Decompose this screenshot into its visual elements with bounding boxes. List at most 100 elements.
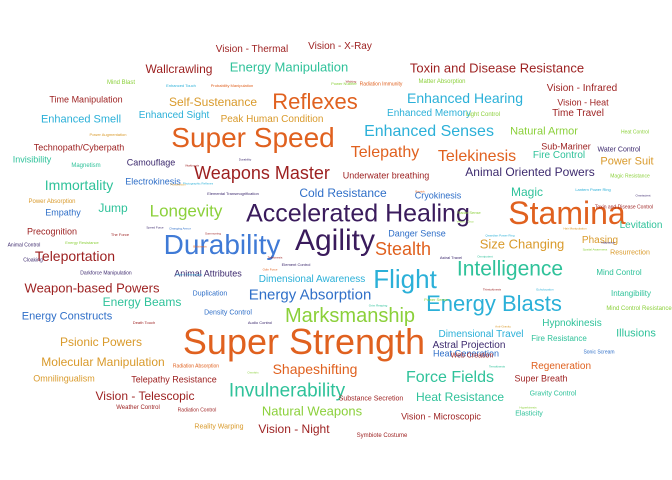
cloud-word: The Force [110,232,130,237]
cloud-word: Reality Warping [194,423,244,431]
cloud-word: Stamina [508,195,626,231]
cloud-word: Peak Human Condition [220,114,324,125]
cloud-word: Magic Resistance [610,173,650,180]
cloud-word: Omnilingualism [33,373,95,384]
cloud-word: Psionic Powers [59,335,143,349]
cloud-word: Radiation Absorption [172,363,220,370]
cloud-word: Power Augmentation [89,132,127,137]
cloud-word: Toxin and Disease Control [594,204,654,211]
cloud-word: Substance Secretion [338,395,404,403]
cloud-word: Natural Weapons [261,403,363,419]
cloud-word: Invulnerability [228,380,346,402]
cloud-word: Vision - Heat [557,97,609,108]
cloud-word: Energy Blasts [426,291,562,316]
cloud-word: Density Control [204,309,252,317]
cloud-word: Grim Reaping [368,303,388,308]
cloud-word: Darkforce Manipulation [80,270,132,277]
cloud-word: Light Control [465,112,501,118]
cloud-word: Astral Projection [432,340,506,351]
cloud-word: Levitation [619,220,663,231]
cloud-word: Agility [294,224,376,257]
cloud-word: Invisibility [12,154,52,165]
cloud-word: Natural Armor [510,125,578,138]
cloud-word: Elemental Transmogrification [207,191,259,196]
cloud-word: Astral Travel [439,255,463,260]
cloud-word: Power Nullifier [331,81,357,86]
cloud-word: Vision - Telescopic [95,389,195,403]
cloud-word: Vision - X-Ray [308,41,372,52]
cloud-word: Animal Oriented Powers [465,165,595,179]
cloud-word: Hair Manipulation [563,226,587,231]
cloud-word: Adaptation [600,240,616,245]
cloud-word: Banish [415,189,425,194]
cloud-word: Spatial Awareness [582,247,608,252]
cloud-word: Wishing [345,79,357,84]
cloud-word: Energy Beams [102,295,182,309]
cloud-word: Odin Force [262,267,278,272]
cloud-word: Teleportation [34,248,116,264]
cloud-word: Super Breath [514,373,568,384]
cloud-word: Sonic Scream [583,349,615,356]
cloud-word: Resurrection [610,249,650,257]
cloud-word: Energy Absorption [248,286,372,304]
cloud-word: Telekinesis [267,255,283,260]
cloud-word: Fire Resistance [531,334,587,343]
cloud-word: Enhanced Memory [387,108,471,119]
cloud-word: Magnetism [71,163,101,169]
cloud-word: Dimensional Travel [438,329,524,340]
cloud-word: Electrokinesis [125,176,181,187]
cloud-word: Power Absorption [28,199,76,205]
cloud-word: Durability [163,229,281,260]
cloud-word: Sub-Mariner [541,141,591,152]
cloud-word: Molecular Manipulation [41,355,165,369]
cloud-word: Enhanced Sight [138,110,210,121]
cloud-word: Thirstokinesis [482,287,502,292]
cloud-word: Telekinesis [437,148,517,165]
cloud-word: Vision - Infrared [546,83,618,94]
cloud-word: Size Changing [479,236,565,252]
cloud-word: Power Sense [424,297,448,302]
cloud-word: Echolocation [536,287,554,292]
cloud-word: Matter Absorption [418,79,466,85]
cloud-word: Jump [98,201,128,215]
cloud-word: Mind Control [596,268,642,277]
cloud-word: Durability [238,157,252,162]
cloud-word: Cryokinesis [414,190,462,201]
cloud-word: Radar Sense [457,210,481,215]
cloud-word: Anti-Gravity [495,324,511,329]
cloud-word: Fire Control [532,150,586,161]
cloud-word: Speed Force [146,225,164,230]
cloud-word: Hyperkinesis [519,405,537,410]
cloud-word: Super Speed [171,122,335,153]
cloud-word: Radiation Immunity [359,81,403,88]
cloud-word: Omnipotent [477,254,493,259]
cloud-word: Time Travel [552,108,604,119]
cloud-word: Time Manipulation [49,94,123,105]
cloud-word: Vitakinesis [184,163,200,168]
cloud-word: Vision - Cryo [456,219,474,224]
cloud-word: Animal Attributes [174,268,242,279]
cloud-word: Probability Manipulation [210,83,254,88]
cloud-word: Summoning [204,231,222,236]
cloud-word: Flight [373,264,437,294]
cloud-word: Terrakinesis [488,364,506,369]
cloud-word: Underwater breathing [342,170,430,181]
cloud-word: Accelerated Healing [246,199,470,228]
cloud-word: Energy Constructs [21,310,113,323]
cloud-word: Vision - Microscopic [175,272,203,277]
cloud-word: Elasticity [515,410,543,418]
cloud-word: Vision - Microscopic [401,411,481,422]
cloud-word: Energy Manipulation [229,59,349,75]
cloud-word: Camouflage [126,157,176,168]
cloud-word: Marksmanship [284,305,416,327]
cloud-word: Heat Resistance [415,390,505,404]
cloud-word: Mind Control Resistance [606,306,672,312]
cloud-word: Super Strength [182,321,426,362]
cloud-word: Vision - Thermal [215,44,289,55]
cloud-word: Omnitrix [247,370,259,375]
cloud-word: Biokinesis [193,244,207,249]
cloud-word: Symbiote Costume [356,433,408,439]
cloud-word: Reflexes [272,89,358,114]
cloud-word: Web Creation [450,352,494,360]
